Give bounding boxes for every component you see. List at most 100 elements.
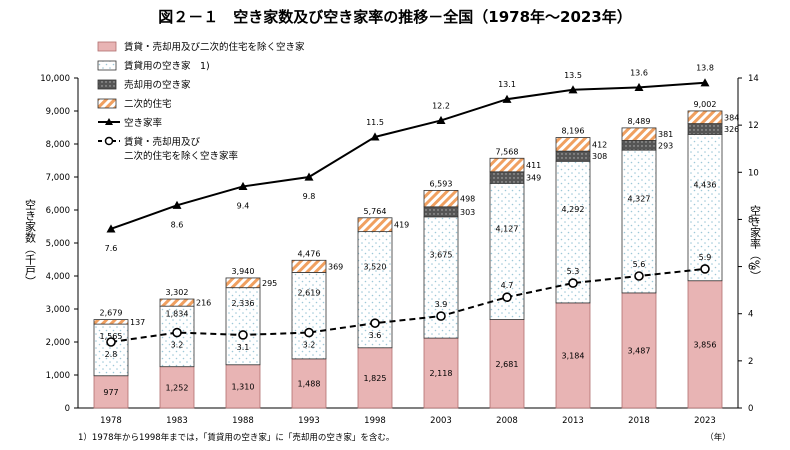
bar-label-other: 1,488 (298, 379, 321, 388)
other-rate-point (634, 271, 644, 281)
legend-label: 二次的住宅を除く空き家率 (124, 150, 239, 162)
rate-label: 13.6 (630, 68, 648, 77)
bar-total-label: 6,593 (430, 179, 453, 188)
x-tick-label: 2018 (628, 416, 650, 426)
bar-segment-other (93, 375, 129, 409)
rate-line (110, 81, 706, 230)
legend-swatch (97, 41, 117, 52)
bar-label-other: 3,487 (628, 346, 651, 355)
bar-total-label: 5,764 (364, 207, 387, 216)
rate-label: 9.4 (237, 201, 250, 210)
y-right-tick-label: 14 (748, 74, 759, 84)
legend-swatch (97, 98, 117, 109)
bar-segment-other (225, 364, 261, 409)
other-rate-point (568, 278, 578, 288)
other-rate-line (110, 267, 706, 343)
chart-title: 図２－１ 空き家数及び空き家率の推移－全国（1978年～2023年） (158, 8, 632, 26)
bar-segment-second-home (555, 137, 591, 152)
x-tick-label: 2013 (562, 416, 584, 426)
x-tick-label: 2008 (496, 416, 518, 426)
bar-label-sale: 303 (460, 208, 475, 217)
bar-label-second-home: 369 (328, 262, 343, 271)
rate-point (304, 172, 314, 181)
bar-label-rental: 3,675 (430, 250, 453, 259)
legend-label: 空き家率 (124, 117, 163, 129)
y-left-tick-label: 6,000 (46, 206, 70, 216)
bar-label-rental: 4,327 (628, 195, 651, 204)
rate-point (634, 82, 644, 92)
bar-segment-sale (423, 206, 459, 218)
legend-label: 賃貸用の空き家 1) (124, 60, 210, 72)
other-rate-point (304, 327, 314, 338)
bar-label-second-home: 295 (262, 279, 277, 288)
rate-label: 7.6 (105, 244, 118, 253)
rate-point (436, 115, 446, 125)
x-tick-label: 1983 (166, 416, 188, 426)
y-right-tick-label: 6 (748, 263, 753, 273)
y-left-tick-label: 4,000 (46, 272, 70, 282)
bar-label-other: 2,681 (496, 360, 519, 369)
other-rate-label: 5.3 (567, 267, 580, 276)
other-rate-point (172, 327, 182, 338)
bar-label-other: 2,118 (430, 369, 453, 378)
bar-segment-sale (687, 123, 723, 135)
bar-label-rental: 1,834 (166, 309, 189, 318)
other-rate-label: 2.8 (105, 350, 118, 359)
bar-label-second-home: 384 (724, 113, 739, 122)
y-left-tick-label: 1,000 (46, 371, 70, 381)
bar-segment-second-home (423, 189, 459, 208)
bar-label-other: 1,310 (232, 382, 255, 391)
bar-label-other: 977 (103, 388, 118, 397)
y-right-tick-label: 12 (748, 121, 759, 131)
y-right-tick-label: 4 (748, 310, 753, 320)
bars (93, 110, 723, 409)
bar-label-second-home: 137 (130, 318, 145, 327)
legend-label: 賃貸・売却用及び二次的住宅を除く空き家 (124, 41, 305, 53)
bar-label-sale: 326 (724, 125, 739, 134)
bar-segment-second-home (489, 157, 525, 173)
bar-label-second-home: 216 (196, 299, 211, 308)
bar-segment-second-home (357, 217, 393, 233)
rate-point (172, 200, 182, 209)
other-rate-label: 3.9 (435, 300, 448, 309)
footnote: 1）1978年から1998年までは，「賃貸用の空き家」に「売却用の空き家」を含む… (78, 432, 394, 443)
rate-point (700, 78, 710, 87)
bar-label-other: 1,252 (166, 383, 189, 392)
bar-segment-other (489, 319, 525, 409)
x-tick-label: 2003 (430, 416, 452, 426)
bar-segment-sale (555, 150, 591, 162)
rate-label: 13.1 (498, 80, 516, 89)
bar-label-rental: 4,127 (496, 224, 519, 233)
y-right-tick-label: 10 (748, 168, 759, 178)
bar-label-second-home: 419 (394, 221, 409, 230)
y-right-tick-label: 2 (748, 357, 753, 367)
other-rate-point (370, 318, 380, 328)
bar-label-rental: 1,565 (100, 332, 123, 341)
legend-swatch (97, 79, 117, 90)
bar-segment-second-home (159, 298, 195, 307)
bar-label-rental: 4,292 (562, 205, 585, 214)
bar-segment-sale (489, 171, 525, 184)
other-rate-point (238, 330, 248, 340)
bar-segment-other (159, 366, 195, 409)
y-left-tick-label: 9,000 (46, 107, 70, 117)
bar-label-rental: 2,336 (232, 299, 255, 308)
bar-label-other: 3,856 (694, 340, 717, 349)
rate-point (502, 94, 512, 103)
bar-segment-other (423, 337, 459, 409)
bar-segment-other (555, 302, 591, 409)
bar-total-label: 4,476 (298, 249, 321, 258)
y-left-tick-label: 3,000 (46, 305, 70, 315)
bar-label-other: 1,825 (364, 374, 387, 383)
y-right-tick-label: 8 (748, 215, 753, 225)
rate-label: 9.8 (303, 192, 316, 201)
rate-label: 11.5 (366, 118, 384, 127)
rate-point (238, 181, 248, 191)
bar-total-label: 8,196 (562, 127, 585, 136)
legend-swatch (97, 60, 117, 71)
y-right-label: 空き家率（%） (749, 203, 762, 281)
x-tick-label: 1993 (298, 416, 320, 426)
rate-label: 13.5 (564, 71, 582, 80)
y-left-tick-label: 8,000 (46, 140, 70, 150)
